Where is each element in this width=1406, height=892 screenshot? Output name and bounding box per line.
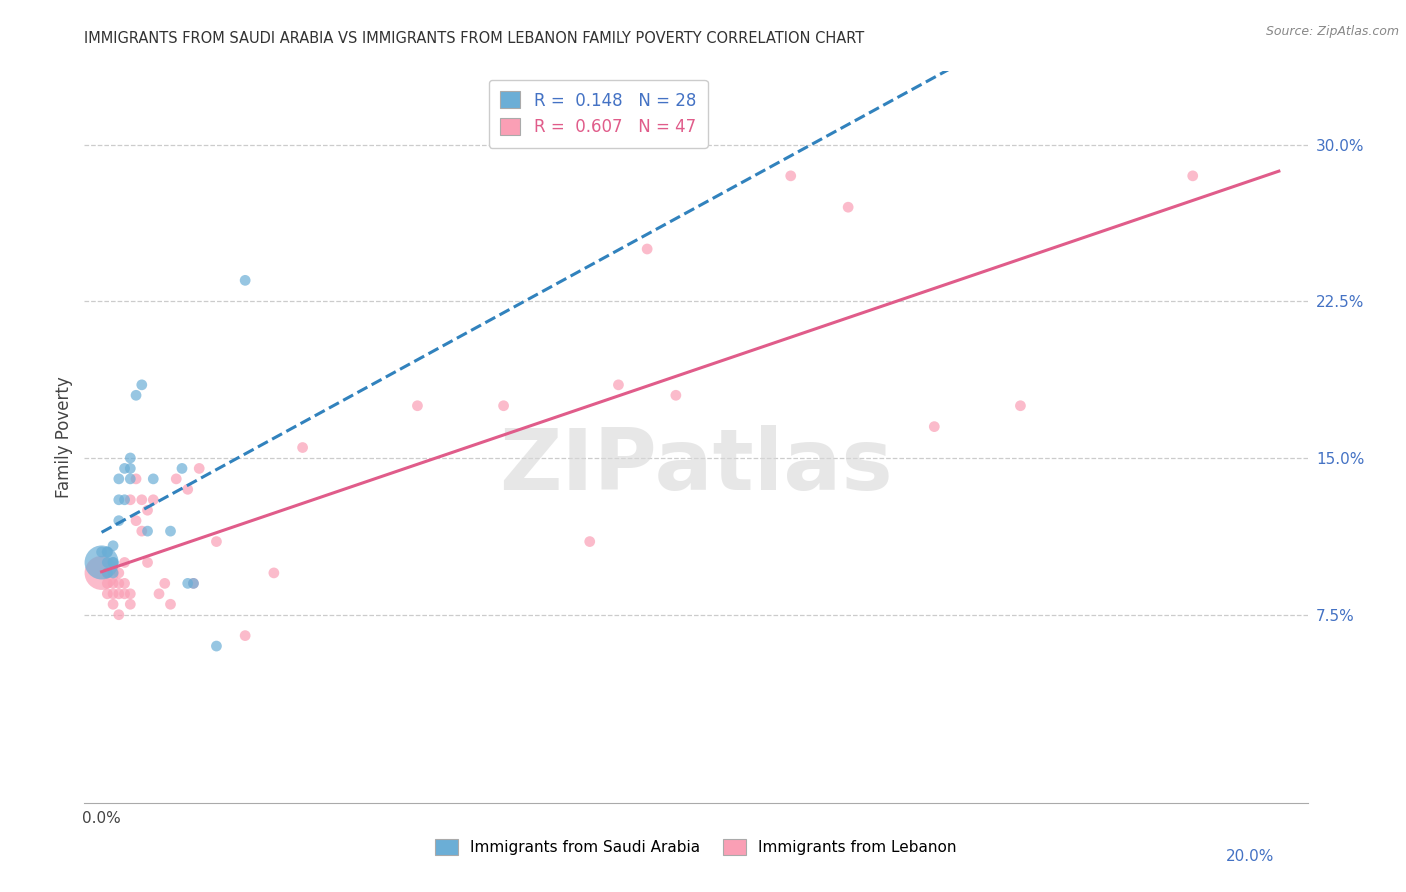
Point [665, 388, 688, 402]
Point [159, 597, 181, 611]
Text: Source: ZipAtlas.com: Source: ZipAtlas.com [1265, 25, 1399, 38]
Point [183, 576, 205, 591]
Point [114, 492, 136, 507]
Point [578, 534, 600, 549]
Point [233, 629, 256, 643]
Point [108, 607, 131, 622]
Point [120, 472, 142, 486]
Point [96, 545, 118, 559]
Point [120, 587, 142, 601]
Y-axis label: Family Poverty: Family Poverty [55, 376, 73, 498]
Point [263, 566, 285, 580]
Point [165, 472, 187, 486]
Point [183, 576, 205, 591]
Point [96, 566, 118, 580]
Point [170, 461, 193, 475]
Point [114, 587, 136, 601]
Point [101, 587, 124, 601]
Point [177, 576, 200, 591]
Point [120, 597, 142, 611]
Legend: Immigrants from Saudi Arabia, Immigrants from Lebanon: Immigrants from Saudi Arabia, Immigrants… [429, 833, 963, 861]
Point [96, 576, 118, 591]
Point [131, 492, 153, 507]
Point [114, 556, 136, 570]
Point [188, 461, 211, 475]
Point [90, 566, 112, 580]
Point [177, 483, 200, 497]
Point [101, 576, 124, 591]
Point [837, 200, 859, 214]
Text: ZIPatlas: ZIPatlas [499, 425, 893, 508]
Point [142, 472, 165, 486]
Point [114, 461, 136, 475]
Point [142, 492, 165, 507]
Point [153, 576, 176, 591]
Point [1010, 399, 1032, 413]
Point [131, 524, 153, 538]
Point [114, 576, 136, 591]
Point [636, 242, 658, 256]
Point [492, 399, 515, 413]
Point [108, 492, 131, 507]
Point [101, 566, 124, 580]
Point [148, 587, 170, 601]
Point [291, 441, 314, 455]
Point [131, 377, 153, 392]
Point [108, 566, 131, 580]
Point [101, 597, 124, 611]
Point [101, 556, 124, 570]
Point [120, 492, 142, 507]
Point [136, 503, 159, 517]
Point [924, 419, 946, 434]
Point [607, 377, 630, 392]
Point [108, 587, 131, 601]
Point [90, 545, 112, 559]
Point [101, 556, 124, 570]
Point [108, 576, 131, 591]
Text: IMMIGRANTS FROM SAUDI ARABIA VS IMMIGRANTS FROM LEBANON FAMILY POVERTY CORRELATI: IMMIGRANTS FROM SAUDI ARABIA VS IMMIGRAN… [84, 31, 865, 46]
Point [108, 514, 131, 528]
Point [96, 587, 118, 601]
Point [136, 524, 159, 538]
Point [406, 399, 429, 413]
Point [101, 539, 124, 553]
Point [120, 450, 142, 465]
Point [233, 273, 256, 287]
Point [96, 566, 118, 580]
Point [1181, 169, 1204, 183]
Point [108, 472, 131, 486]
Point [779, 169, 801, 183]
Point [125, 388, 148, 402]
Point [125, 514, 148, 528]
Point [159, 524, 181, 538]
Point [205, 639, 228, 653]
Point [96, 545, 118, 559]
Point [120, 461, 142, 475]
Point [125, 472, 148, 486]
Point [96, 556, 118, 570]
Point [205, 534, 228, 549]
Point [90, 556, 112, 570]
Point [96, 566, 118, 580]
Point [136, 556, 159, 570]
Text: 20.0%: 20.0% [1226, 849, 1274, 863]
